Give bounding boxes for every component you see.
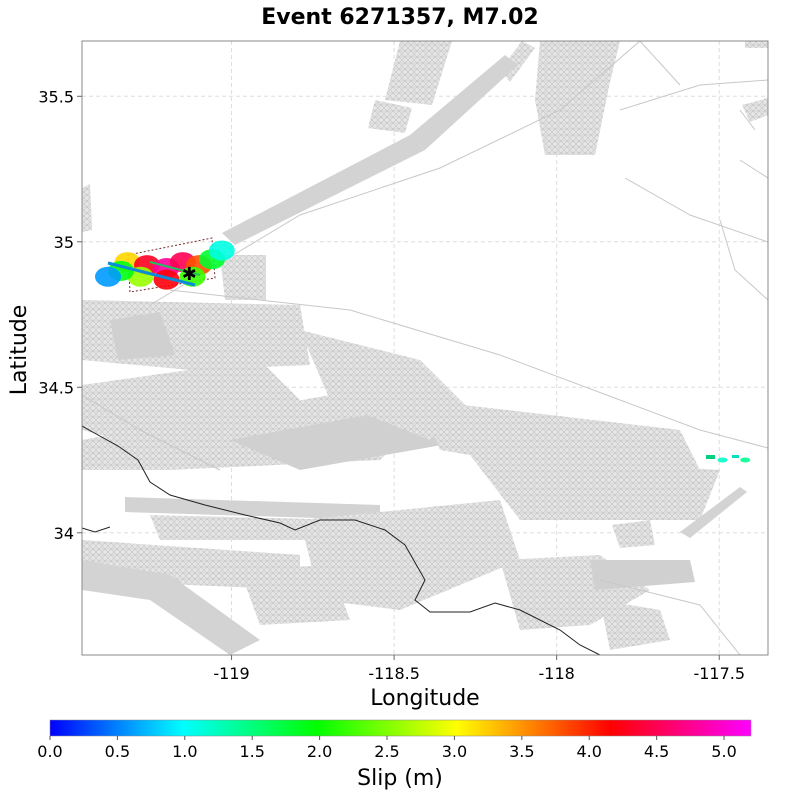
colorbar-tick-label: 0.0 — [37, 742, 62, 761]
colorbar-tick-label: 4.5 — [644, 742, 669, 761]
slip-patch — [717, 458, 727, 463]
colorbar-tick-label: 1.0 — [172, 742, 197, 761]
colorbar-tick-label: 2.0 — [307, 742, 332, 761]
colorbar-ticks: 0.0 0.5 1.0 1.5 2.0 2.5 3.0 3.5 4.0 4.5 5.0 — [37, 736, 736, 761]
x-axis-label: Longitude — [370, 686, 479, 711]
x-tick-label: -117.5 — [693, 664, 745, 683]
x-tick-label: -119 — [213, 664, 249, 683]
colorbar-tick-label: 4.0 — [577, 742, 602, 761]
x-axis-ticks: -119 -118.5 -118 -117.5 — [213, 655, 745, 683]
y-axis-label: Latitude — [7, 305, 32, 396]
hypocenter-marker: ✱ — [182, 264, 197, 285]
y-tick-label: 35 — [54, 233, 74, 252]
y-axis-ticks: 34 34.5 35 35.5 — [38, 87, 82, 542]
colorbar-tick-label: 5.0 — [711, 742, 736, 761]
x-tick-label: -118.5 — [368, 664, 420, 683]
chart-title: Event 6271357, M7.02 — [261, 5, 538, 30]
y-tick-label: 34 — [54, 524, 74, 543]
colorbar-label: Slip (m) — [357, 766, 443, 791]
slip-patch — [209, 241, 235, 261]
slip-patch — [706, 455, 715, 459]
slip-patch — [740, 458, 750, 463]
fault-section — [745, 41, 768, 48]
fault-section — [220, 255, 266, 300]
colorbar-tick-label: 1.5 — [239, 742, 264, 761]
y-tick-label: 34.5 — [38, 378, 74, 397]
colorbar-tick-label: 3.0 — [442, 742, 467, 761]
colorbar — [50, 720, 751, 736]
colorbar-tick-label: 2.5 — [374, 742, 399, 761]
colorbar-tick-label: 0.5 — [105, 742, 130, 761]
slip-patch — [732, 455, 739, 458]
slip-patch — [95, 267, 121, 287]
colorbar-tick-label: 3.5 — [509, 742, 534, 761]
y-tick-label: 35.5 — [38, 87, 74, 106]
x-tick-label: -118 — [539, 664, 575, 683]
